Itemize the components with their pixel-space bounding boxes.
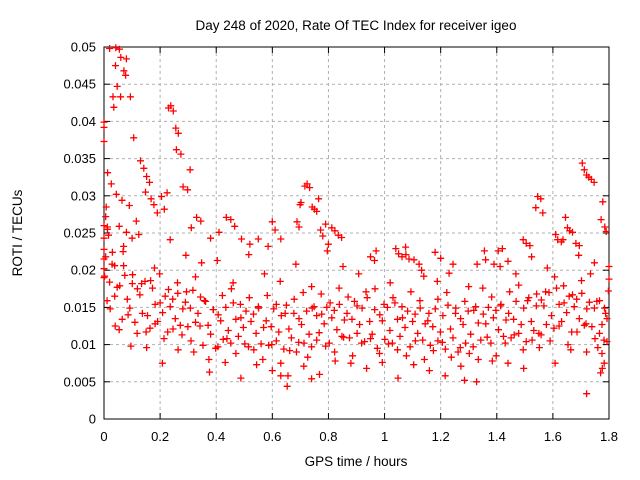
grid-lines bbox=[104, 47, 609, 419]
y-tick-label: 0.025 bbox=[63, 226, 96, 241]
chart-title: Day 248 of 2020, Rate Of TEC Index for r… bbox=[196, 18, 517, 33]
x-tick-label: 1.2 bbox=[432, 429, 450, 444]
x-tick-label: 0.6 bbox=[263, 429, 281, 444]
y-tick-label: 0.02 bbox=[71, 263, 96, 278]
x-tick-label: 0 bbox=[100, 429, 107, 444]
y-tick-label: 0.005 bbox=[63, 374, 96, 389]
y-tick-label: 0.04 bbox=[71, 114, 96, 129]
x-tick-label: 1.8 bbox=[600, 429, 618, 444]
y-tick-label: 0.035 bbox=[63, 151, 96, 166]
plot-frame bbox=[103, 46, 610, 420]
x-tick-label: 0.8 bbox=[319, 429, 337, 444]
x-axis-label: GPS time / hours bbox=[305, 454, 408, 469]
y-tick-label: 0.05 bbox=[71, 40, 96, 55]
x-tick-label: 0.4 bbox=[207, 429, 225, 444]
x-tick-label: 1.6 bbox=[544, 429, 562, 444]
scatter-points bbox=[100, 44, 613, 398]
y-tick-label: 0.015 bbox=[63, 300, 96, 315]
tick-labels: 0 0.2 0.4 0.6 0.8 1 1.2 1.4 1.6 1.8 0 0.005 0.01 0.01… bbox=[63, 40, 618, 445]
x-tick-label: 1 bbox=[381, 429, 388, 444]
x-tick-label: 1.4 bbox=[488, 429, 506, 444]
x-tick-label: 0.2 bbox=[151, 429, 169, 444]
y-tick-label: 0.01 bbox=[71, 337, 96, 352]
y-tick-label: 0.03 bbox=[71, 188, 96, 203]
axis-ticks bbox=[103, 46, 610, 420]
y-axis-label: ROTI / TECUs bbox=[10, 189, 25, 276]
y-tick-label: 0.045 bbox=[63, 77, 96, 92]
y-tick-label: 0 bbox=[89, 412, 96, 427]
